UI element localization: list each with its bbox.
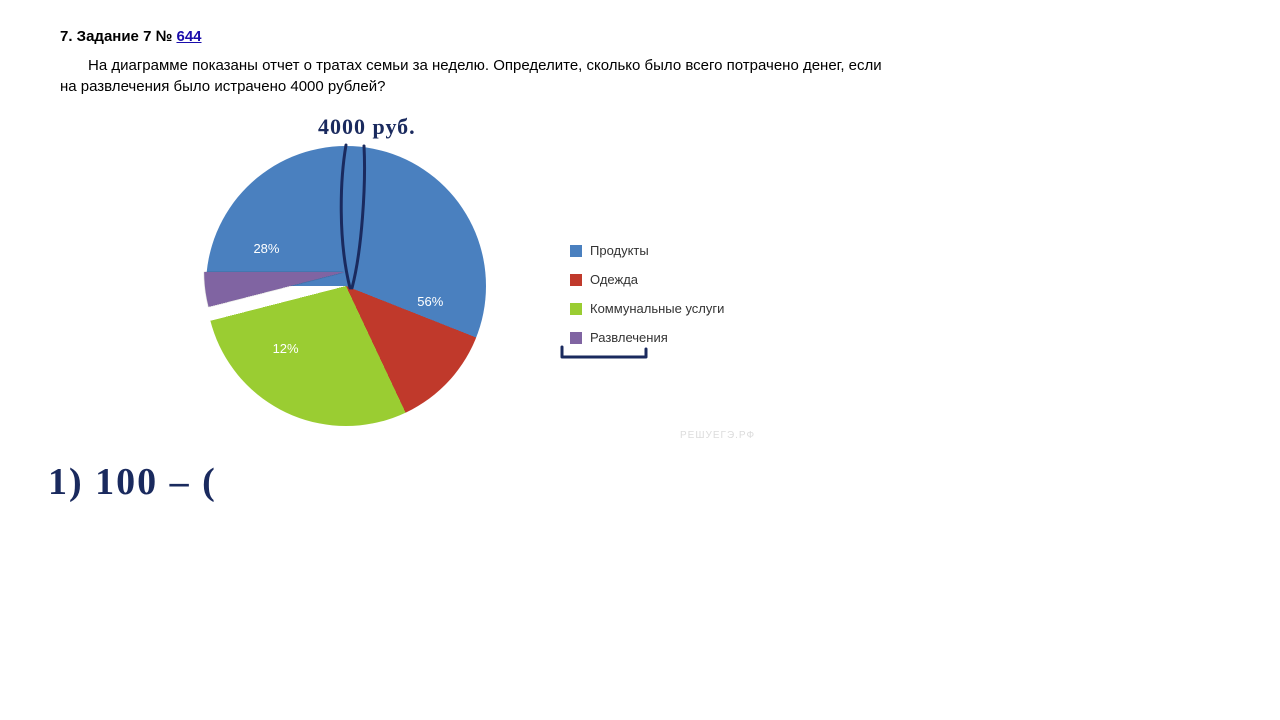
legend-item: Коммунальные услуги [570,301,724,316]
legend-label: Продукты [590,243,649,258]
legend-swatch-entertain [570,332,582,344]
slice-label-clothes: 12% [273,341,299,356]
legend-item: Развлечения [570,330,724,345]
handwriting-top-annotation: 4000 руб. [318,114,416,140]
legend-swatch-utilities [570,303,582,315]
task-prefix: 7. Задание 7 № [60,28,176,45]
task-header: 7. Задание 7 № 644 [60,28,202,45]
handwriting-bottom-work: 1) 100 – ( [48,460,217,504]
legend-item: Продукты [570,243,724,258]
legend-swatch-products [570,245,582,257]
legend-item: Одежда [570,272,724,287]
slice-label-products: 56% [417,294,443,309]
slice-label-utilities: 28% [253,241,279,256]
pie-body [206,146,486,426]
legend: Продукты Одежда Коммунальные услуги Разв… [570,243,724,359]
task-text: На диаграмме показаны отчет о тратах сем… [60,55,900,97]
legend-label: Коммунальные услуги [590,301,724,316]
pie-chart: 56% 12% 28% [206,146,486,426]
legend-label: Одежда [590,272,638,287]
watermark: РЕШУЕГЭ.РФ [680,430,755,441]
task-number-link[interactable]: 644 [176,28,201,45]
legend-label: Развлечения [590,330,668,345]
legend-swatch-clothes [570,274,582,286]
